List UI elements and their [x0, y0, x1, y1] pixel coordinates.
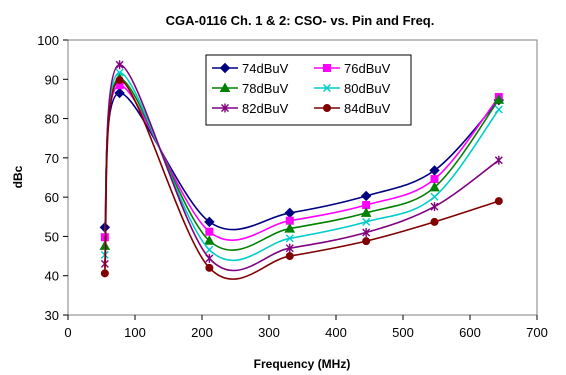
legend-marker: [219, 62, 231, 74]
data-point: [205, 227, 214, 236]
y-tick-label: 80: [45, 112, 59, 127]
legend-marker: [323, 104, 331, 112]
data-point: [115, 76, 124, 85]
data-point: [429, 165, 440, 176]
data-point: [430, 192, 439, 201]
x-tick-label: 200: [191, 325, 213, 340]
x-tick-label: 500: [392, 325, 414, 340]
x-tick-label: 600: [459, 325, 481, 340]
legend-marker: [323, 84, 331, 92]
legend-label: 84dBuV: [344, 101, 391, 116]
legend-label: 78dBuV: [242, 81, 289, 96]
data-point: [205, 263, 214, 272]
legend-marker: [219, 82, 231, 92]
legend-marker: [323, 64, 331, 72]
legend: 74dBuV 76dBuV 78dBuV 80dBuV 82dBuV 84dBuV: [205, 54, 412, 126]
legend-box: [205, 54, 412, 126]
series-line: [104, 63, 500, 272]
series-84dBuV: [100, 76, 503, 280]
y-tick-label: 30: [45, 308, 59, 323]
x-tick-label: 0: [64, 325, 71, 340]
legend-item: 80dBuV: [314, 81, 391, 96]
data-point: [362, 217, 371, 226]
data-point: [115, 60, 124, 70]
legend-item: 76dBuV: [314, 61, 391, 76]
data-point: [494, 197, 503, 206]
data-point: [493, 94, 505, 104]
marker-stroke: [494, 105, 503, 114]
marker-stroke: [362, 217, 371, 226]
data-point: [115, 68, 124, 77]
data-point: [284, 207, 295, 219]
legend-label: 80dBuV: [344, 81, 391, 96]
y-tick-label: 40: [45, 269, 59, 284]
data-point: [205, 253, 214, 263]
y-tick-label: 100: [37, 33, 59, 48]
data-point: [285, 234, 294, 243]
x-tick-label: 100: [124, 325, 146, 340]
legend-item: 82dBuV: [212, 101, 289, 116]
marker-stroke: [285, 234, 294, 243]
legend-label: 82dBuV: [242, 101, 289, 116]
legend-item: 78dBuV: [212, 81, 289, 96]
legend-item: 74dBuV: [212, 61, 289, 76]
legend-label: 74dBuV: [242, 61, 289, 76]
data-point: [204, 216, 215, 228]
data-point: [362, 237, 371, 246]
data-point: [204, 235, 215, 245]
y-tick-label: 60: [45, 190, 59, 205]
x-axis: 0 100 200 300 400 500 600 700: [64, 315, 548, 340]
plot-area: [67, 39, 538, 316]
x-axis-title: Frequency (MHz): [254, 357, 351, 371]
y-tick-label: 50: [45, 229, 59, 244]
data-point: [285, 243, 294, 253]
data-point: [205, 245, 214, 254]
data-point: [429, 181, 440, 192]
y-axis: 30 40 50 60 70 80 90 100: [37, 33, 68, 323]
data-point: [284, 223, 296, 233]
data-point: [430, 202, 439, 212]
legend-label: 76dBuV: [344, 61, 391, 76]
data-point: [285, 252, 294, 261]
x-tick-label: 300: [258, 325, 280, 340]
data-point: [360, 190, 372, 202]
data-point: [494, 105, 503, 114]
marker-stroke: [205, 245, 214, 254]
series-78dBuV: [99, 72, 505, 251]
data-point: [114, 87, 125, 99]
data-point: [362, 228, 371, 237]
marker-stroke: [430, 192, 439, 201]
chart-title: CGA-0116 Ch. 1 & 2: CSO- vs. Pin and Fre…: [166, 13, 435, 28]
data-point: [494, 155, 503, 165]
y-tick-label: 90: [45, 72, 59, 87]
data-point: [360, 207, 372, 217]
series-group: [99, 60, 505, 280]
y-tick-label: 70: [45, 151, 59, 166]
x-tick-label: 400: [325, 325, 347, 340]
series-74dBuV: [99, 87, 505, 233]
data-point: [430, 217, 439, 226]
series-80dBuV: [100, 68, 503, 262]
y-axis-title: dBc: [11, 165, 25, 188]
data-point: [100, 269, 109, 278]
x-tick-label: 700: [526, 325, 548, 340]
series-line: [104, 79, 500, 280]
legend-item: 84dBuV: [314, 101, 391, 116]
legend-marker: [221, 103, 229, 113]
marker-stroke: [115, 68, 124, 77]
marker-stroke: [323, 84, 331, 92]
data-point: [430, 175, 439, 184]
